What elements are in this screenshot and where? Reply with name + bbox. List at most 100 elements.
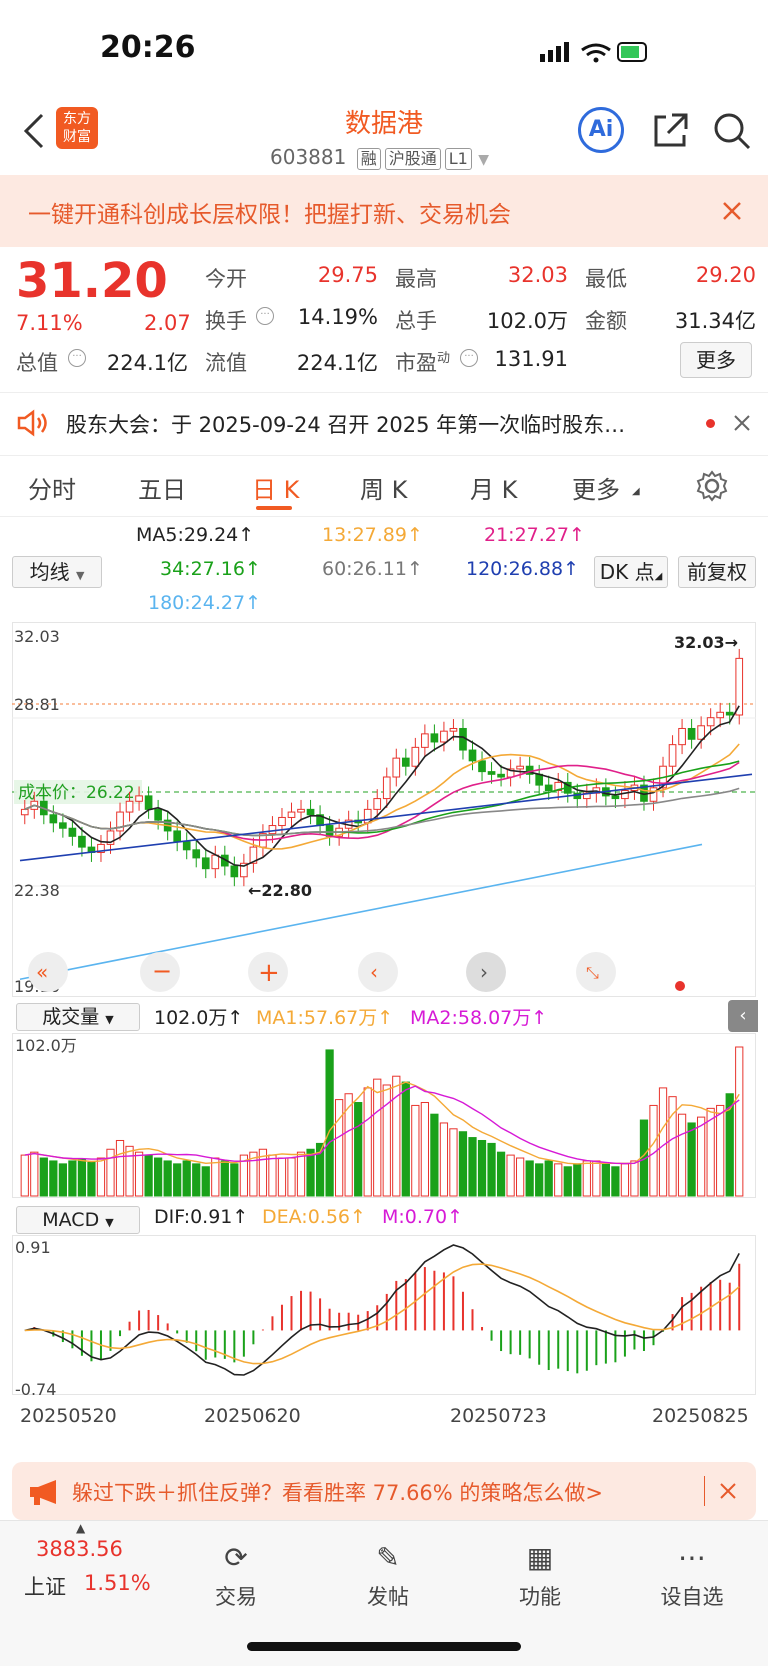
grid-icon: ▦ [526, 1541, 554, 1574]
settings-icon[interactable] [696, 470, 728, 502]
ma-line [24, 787, 740, 837]
nav-function-label: 功能 [519, 1585, 561, 1609]
close-icon[interactable] [720, 1483, 736, 1499]
scroll-left-button[interactable] [358, 952, 398, 992]
info-icon[interactable]: ··· [68, 349, 86, 367]
volume-bar [658, 1087, 668, 1197]
info-icon[interactable]: ··· [460, 349, 478, 367]
volume-bar [154, 1157, 163, 1197]
volume-bar [420, 1102, 429, 1197]
nav-post[interactable]: ✎ 发帖 [338, 1541, 438, 1611]
candle-body [68, 827, 77, 837]
stock-code: 603881 [270, 145, 347, 169]
kline-chart[interactable]: 成本价：26.22 32.03 28.81 22.38 19.16 32.03→… [12, 622, 756, 997]
candle-body [20, 808, 29, 816]
macd-marks [24, 1244, 741, 1376]
close-icon[interactable] [722, 201, 742, 221]
collapse-panel-button[interactable]: ‹ [728, 1000, 758, 1032]
adjust-button[interactable]: 前复权 [678, 556, 756, 588]
ma60-legend: 60:26.11↑ [322, 558, 423, 580]
zoom-out-button[interactable] [140, 952, 180, 992]
volume-bar [68, 1160, 77, 1197]
candle-body [125, 800, 134, 813]
share-icon[interactable] [650, 111, 690, 151]
volume-bar [296, 1151, 306, 1197]
ma13-text: 13:27.89 [322, 524, 407, 546]
status-time: 20:26 [100, 30, 196, 65]
tab-five-day[interactable]: 五日 [138, 476, 186, 504]
divider [704, 1476, 705, 1506]
tab-intraday[interactable]: 分时 [28, 476, 76, 504]
candle-body [106, 830, 115, 845]
volume-selector[interactable]: 成交量 ▼ [16, 1003, 140, 1031]
tab-daily-k[interactable]: 日 K [252, 476, 300, 504]
scroll-right-button[interactable] [466, 952, 506, 992]
low-label: 最低 [585, 267, 627, 291]
index-change[interactable]: 1.51% [84, 1571, 151, 1595]
promo-banner[interactable]: 一键开通科创成长层权限！把握打新、交易机会 [0, 175, 768, 247]
change-percent: 7.11% [16, 311, 83, 335]
volume-selector-text: 成交量 [42, 1006, 100, 1028]
dk-point-button[interactable]: DK 点◢ [594, 556, 668, 588]
volume-ma1: MA1:57.67万↑ [256, 1007, 394, 1029]
strategy-promo[interactable]: 躲过下跌＋抓住反弹？看看胜率 77.66% 的策略怎么做> [12, 1462, 756, 1520]
volume-current-text: 102.0万 [154, 1007, 228, 1029]
candle-body [544, 784, 553, 791]
macd-m: M:0.70↑ [382, 1206, 464, 1228]
ma13-legend: 13:27.89↑ [322, 524, 423, 546]
back-icon[interactable] [22, 113, 46, 149]
macd-border [12, 1235, 756, 1395]
candle-body [49, 814, 58, 824]
more-button[interactable]: 更多 [680, 342, 752, 378]
zoom-left-fast-button[interactable] [28, 952, 68, 992]
announcement-bar[interactable]: 股东大会：于 2025-09-24 召开 2025 年第一次临时股东… [0, 392, 768, 453]
search-icon[interactable] [712, 111, 752, 151]
nav-trade-label: 交易 [215, 1585, 257, 1609]
bottom-nav: ▲ 3883.56 上证 1.51% ⟳ 交易 ✎ 发帖 ▦ 功能 ⋯ 设自选 [0, 1520, 768, 1666]
candle-body [373, 798, 382, 810]
ma21-text: 21:27.27 [484, 524, 569, 546]
nav-trade[interactable]: ⟳ 交易 [186, 1541, 286, 1611]
macd-m-text: M:0.70 [382, 1206, 448, 1228]
macd-axis-min: -0.74 [15, 1380, 56, 1395]
candle-body [725, 711, 734, 716]
tab-more[interactable]: 更多 [572, 476, 620, 504]
chevron-right-icon: › [480, 960, 488, 984]
nav-post-label: 发帖 [367, 1585, 409, 1609]
ma120-legend: 120:26.88↑ [466, 558, 579, 580]
macd-selector[interactable]: MACD ▼ [16, 1206, 140, 1234]
candle-body [687, 727, 696, 740]
change-amount: 2.07 [144, 311, 191, 335]
candle-body [392, 757, 401, 778]
volume-bar [458, 1131, 468, 1197]
volume-bar [277, 1157, 287, 1197]
info-icon[interactable]: ··· [256, 307, 274, 325]
volume-bar [535, 1163, 544, 1197]
candle-body [421, 733, 429, 748]
volume-bar [487, 1142, 496, 1197]
date-label: 20250520 [20, 1405, 117, 1427]
nav-watchlist[interactable]: ⋯ 设自选 [642, 1541, 742, 1611]
candle-body [497, 773, 505, 778]
nav-function[interactable]: ▦ 功能 [490, 1541, 590, 1611]
volume-bar [516, 1157, 525, 1197]
fullscreen-button[interactable] [576, 952, 616, 992]
index-value[interactable]: 3883.56 [36, 1537, 123, 1561]
volume-bar [620, 1163, 630, 1197]
ai-button[interactable]: Ai [578, 107, 624, 153]
volume-bar [525, 1160, 534, 1197]
dropdown-icon[interactable]: ▼ [478, 152, 489, 168]
candle-body [154, 808, 162, 821]
close-icon[interactable] [734, 415, 750, 431]
open-value: 29.75 [317, 263, 378, 287]
axis-low: 22.38 [14, 881, 60, 900]
tab-weekly-k[interactable]: 周 K [360, 476, 408, 504]
tab-monthly-k[interactable]: 月 K [470, 476, 518, 504]
dropdown-icon: ▼ [105, 1216, 114, 1229]
ma-selector[interactable]: 均线 ▼ [12, 556, 102, 588]
volume-label: 总手 [395, 309, 437, 333]
index-name[interactable]: 上证 [24, 1575, 66, 1599]
candle-body [735, 657, 744, 716]
dropdown-icon: ▼ [75, 569, 85, 582]
zoom-in-button[interactable] [248, 952, 288, 992]
